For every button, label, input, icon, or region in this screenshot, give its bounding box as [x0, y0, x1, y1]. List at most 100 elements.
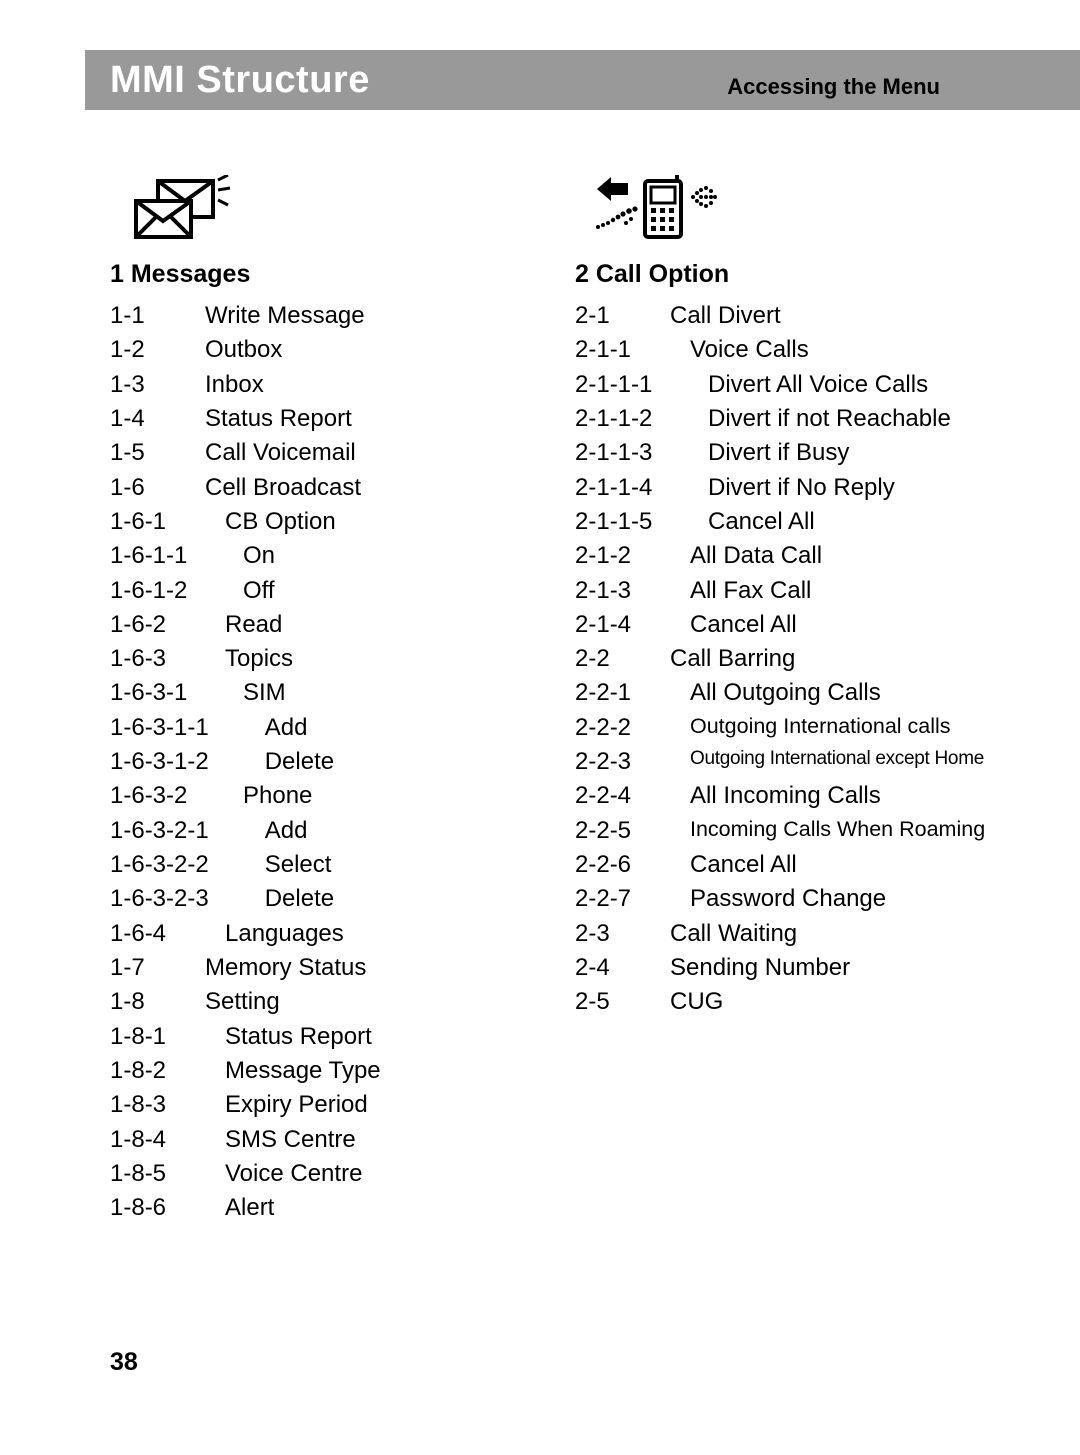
menu-item-number: 1-8-5	[110, 1157, 205, 1191]
menu-list-messages: 1-1Write Message1-2Outbox1-3Inbox1-4Stat…	[110, 299, 535, 1225]
menu-item-number: 1-6-3-1-2	[110, 745, 209, 779]
menu-item-label: Call Barring	[670, 642, 1000, 676]
menu-item: 1-2Outbox	[110, 333, 535, 367]
menu-item-label: Languages	[205, 917, 535, 951]
menu-item-number: 1-6-3-2-1	[110, 814, 209, 848]
menu-item: 2-1-1-4Divert if No Reply	[575, 471, 1000, 505]
menu-item-label: Voice Calls	[670, 333, 1000, 367]
menu-item-label: Outgoing International calls	[670, 711, 1000, 745]
menu-item-number: 2-1-1-1	[575, 368, 670, 402]
menu-item: 1-6-1CB Option	[110, 505, 535, 539]
menu-item-label: SMS Centre	[205, 1123, 535, 1157]
menu-item: 2-1-1-1Divert All Voice Calls	[575, 368, 1000, 402]
menu-item-number: 2-2-4	[575, 779, 670, 813]
menu-item-label: Setting	[205, 985, 535, 1019]
menu-item-number: 2-1-3	[575, 574, 670, 608]
menu-item: 2-1-2All Data Call	[575, 539, 1000, 573]
page-header: MMI Structure Accessing the Menu	[85, 50, 1080, 110]
menu-item-label: Incoming Calls When Roaming	[670, 814, 1000, 848]
menu-item: 2-2-5Incoming Calls When Roaming	[575, 814, 1000, 848]
menu-item: 2-2-1All Outgoing Calls	[575, 676, 1000, 710]
menu-item-label: Add	[209, 814, 535, 848]
menu-item: 2-1-1-3Divert if Busy	[575, 436, 1000, 470]
menu-item: 1-7Memory Status	[110, 951, 535, 985]
menu-item-number: 1-6-1-1	[110, 539, 205, 573]
menu-item-number: 1-6-3-2	[110, 779, 205, 813]
column-call-option: 2 Call Option 2-1Call Divert2-1-1Voice C…	[555, 175, 1000, 1225]
menu-item-label: Select	[209, 848, 535, 882]
phone-icon	[593, 175, 743, 245]
menu-item: 1-6-3-1SIM	[110, 676, 535, 710]
menu-item-label: Inbox	[205, 368, 535, 402]
menu-item: 1-6-3-2-1Add	[110, 814, 535, 848]
menu-item: 2-1Call Divert	[575, 299, 1000, 333]
menu-item-number: 1-6-3-1-1	[110, 711, 209, 745]
menu-item-number: 2-1-1-5	[575, 505, 670, 539]
menu-item: 1-8-5Voice Centre	[110, 1157, 535, 1191]
menu-item-label: Status Report	[205, 1020, 535, 1054]
menu-item: 1-8-6Alert	[110, 1191, 535, 1225]
menu-item: 1-8-1Status Report	[110, 1020, 535, 1054]
menu-item-label: Cancel All	[670, 608, 1000, 642]
menu-item-number: 1-7	[110, 951, 205, 985]
menu-item-number: 1-8-3	[110, 1088, 205, 1122]
menu-list-call-option: 2-1Call Divert2-1-1Voice Calls2-1-1-1Div…	[575, 299, 1000, 1020]
menu-item: 2-2-4All Incoming Calls	[575, 779, 1000, 813]
menu-item: 2-2-2Outgoing International calls	[575, 711, 1000, 745]
menu-item: 2-5CUG	[575, 985, 1000, 1019]
menu-item-label: Delete	[209, 745, 535, 779]
menu-item-label: Add	[209, 711, 535, 745]
page-title: MMI Structure	[110, 59, 370, 102]
menu-item-number: 1-6-3	[110, 642, 205, 676]
column-messages: 1 Messages 1-1Write Message1-2Outbox1-3I…	[110, 175, 555, 1225]
section-title-call-option: 2 Call Option	[575, 260, 1000, 289]
menu-item: 1-1Write Message	[110, 299, 535, 333]
menu-item-number: 1-8-2	[110, 1054, 205, 1088]
menu-item-number: 2-5	[575, 985, 670, 1019]
menu-item: 1-3Inbox	[110, 368, 535, 402]
envelope-icon	[128, 175, 233, 245]
menu-item-number: 2-3	[575, 917, 670, 951]
menu-item-number: 1-2	[110, 333, 205, 367]
menu-item-label: Call Voicemail	[205, 436, 535, 470]
menu-item-number: 1-6	[110, 471, 205, 505]
menu-item-label: Divert if not Reachable	[670, 402, 1000, 436]
menu-item-number: 2-2-1	[575, 676, 670, 710]
menu-item-label: CB Option	[205, 505, 535, 539]
menu-item-label: Phone	[205, 779, 535, 813]
menu-item-label: Memory Status	[205, 951, 535, 985]
menu-item: 1-6-1-1On	[110, 539, 535, 573]
content-area: 1 Messages 1-1Write Message1-2Outbox1-3I…	[110, 175, 1000, 1225]
menu-item-number: 2-2-6	[575, 848, 670, 882]
menu-item: 1-6-3-2-3Delete	[110, 882, 535, 916]
menu-item-label: Divert if No Reply	[670, 471, 1000, 505]
menu-item: 2-1-3All Fax Call	[575, 574, 1000, 608]
menu-item: 2-2-3Outgoing International except Home	[575, 745, 1000, 779]
menu-item: 2-2-7Password Change	[575, 882, 1000, 916]
menu-item-label: All Outgoing Calls	[670, 676, 1000, 710]
menu-item-label: Voice Centre	[205, 1157, 535, 1191]
menu-item-number: 2-1-4	[575, 608, 670, 642]
menu-item-number: 1-8-6	[110, 1191, 205, 1225]
menu-item-number: 2-1-2	[575, 539, 670, 573]
menu-item: 2-2Call Barring	[575, 642, 1000, 676]
menu-item-number: 1-6-1-2	[110, 574, 205, 608]
call-option-icon-wrap	[575, 175, 1000, 260]
menu-item-label: All Data Call	[670, 539, 1000, 573]
menu-item: 1-8-2Message Type	[110, 1054, 535, 1088]
menu-item-label: Sending Number	[670, 951, 1000, 985]
menu-item-label: Off	[205, 574, 535, 608]
messages-icon-wrap	[110, 175, 535, 260]
menu-item-label: Write Message	[205, 299, 535, 333]
menu-item-number: 1-1	[110, 299, 205, 333]
menu-item-label: Cancel All	[670, 505, 1000, 539]
menu-item: 1-6-3-1-1Add	[110, 711, 535, 745]
menu-item-number: 2-2-2	[575, 711, 670, 745]
menu-item-label: Status Report	[205, 402, 535, 436]
menu-item-label: Divert if Busy	[670, 436, 1000, 470]
menu-item-label: Delete	[209, 882, 535, 916]
menu-item-label: Cancel All	[670, 848, 1000, 882]
section-title-messages: 1 Messages	[110, 260, 535, 289]
menu-item: 2-2-6Cancel All	[575, 848, 1000, 882]
menu-item-label: Read	[205, 608, 535, 642]
